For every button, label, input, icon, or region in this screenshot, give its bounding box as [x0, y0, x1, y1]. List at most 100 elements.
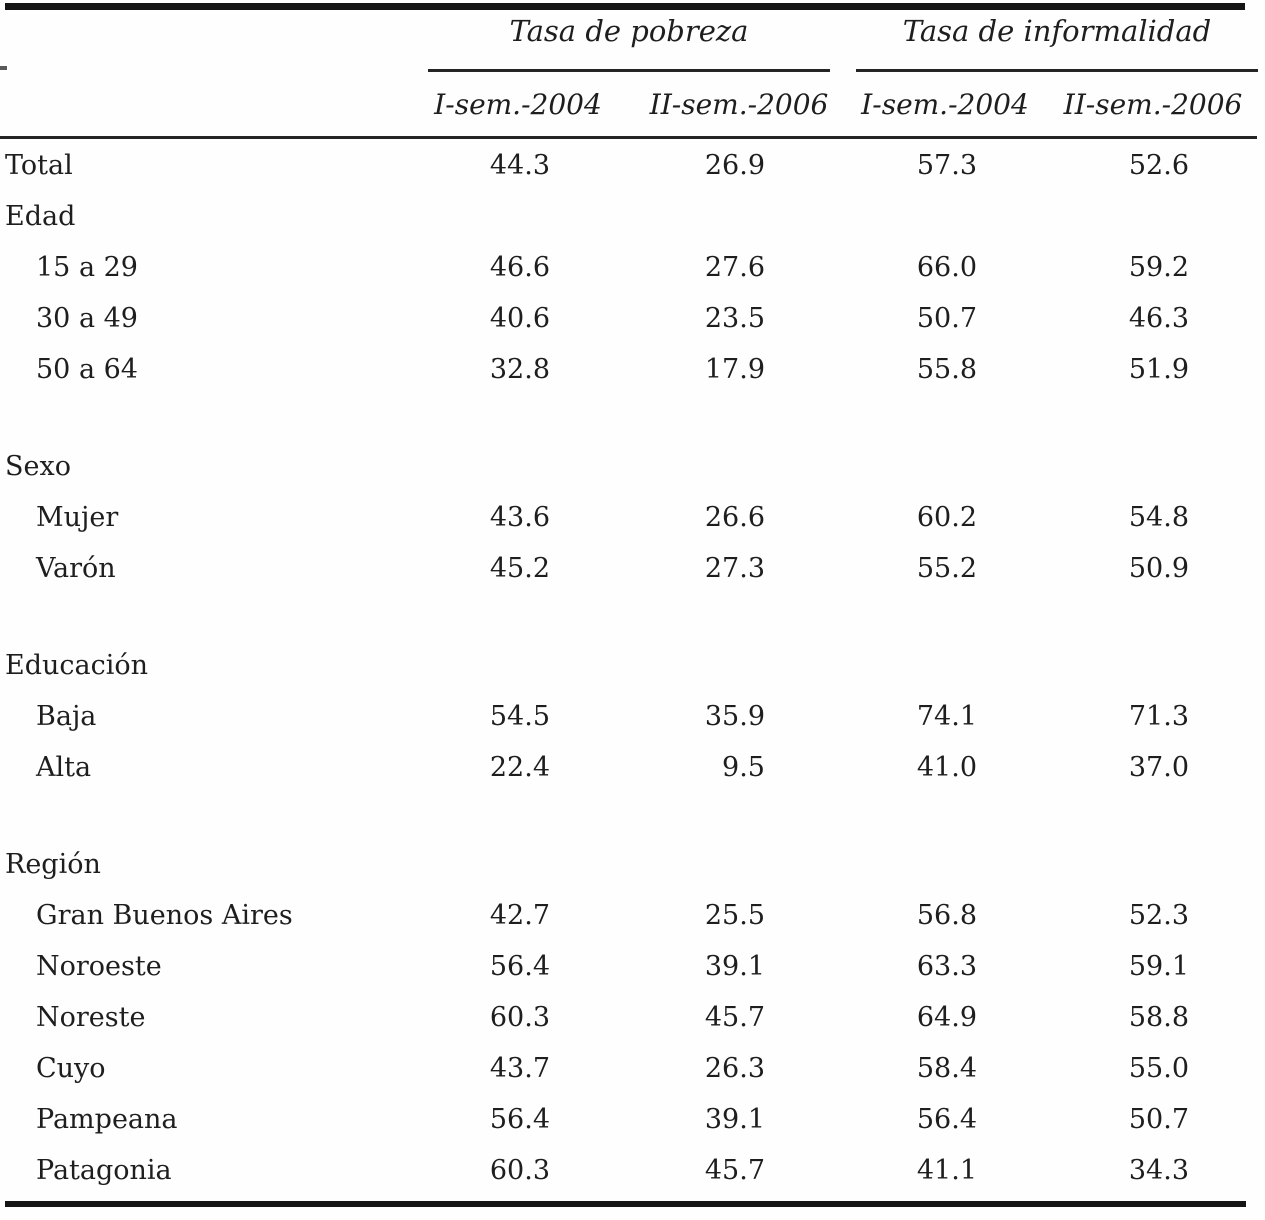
- section-label: Edad: [5, 201, 76, 232]
- row-label: Alta: [36, 752, 92, 783]
- table-row-baja: Baja 54.5 35.9 74.1 71.3: [0, 691, 1265, 742]
- column-header-informalidad-2004: I-sem.-2004: [861, 88, 1029, 121]
- column-header-pobreza-2006: II-sem.-2006: [649, 88, 829, 121]
- bottom-rule: [5, 1201, 1246, 1207]
- section-label: Sexo: [5, 451, 71, 482]
- row-label: Cuyo: [36, 1053, 106, 1084]
- top-rule: [5, 3, 1245, 10]
- row-label: Baja: [36, 701, 97, 732]
- table-row-15-29: 15 a 29 46.6 27.6 66.0 59.2: [0, 242, 1265, 293]
- cell-value: 50.7: [1128, 1104, 1189, 1135]
- table-row-30-49: 30 a 49 40.6 23.5 50.7 46.3: [0, 293, 1265, 344]
- row-label: Varón: [36, 553, 116, 584]
- cell-value: 39.1: [704, 1104, 765, 1135]
- cell-value: 56.4: [916, 1104, 977, 1135]
- cell-value: 52.6: [1128, 150, 1189, 181]
- row-label: 30 a 49: [36, 303, 138, 334]
- row-label: Mujer: [36, 502, 119, 533]
- section-row-sexo: Sexo: [0, 441, 1265, 492]
- spacer-row: [0, 793, 1265, 839]
- cell-value: 35.9: [704, 701, 765, 732]
- table-row-varon: Varón 45.2 27.3 55.2 50.9: [0, 543, 1265, 594]
- table-row-50-64: 50 a 64 32.8 17.9 55.8 51.9: [0, 344, 1265, 395]
- cell-value: 43.7: [489, 1053, 550, 1084]
- row-label: Noreste: [36, 1002, 146, 1033]
- cell-value: 55.2: [916, 553, 977, 584]
- cell-value: 44.3: [489, 150, 550, 181]
- cell-value: 26.3: [704, 1053, 765, 1084]
- cell-value: 41.1: [916, 1155, 977, 1186]
- table-header: Tasa de pobreza Tasa de informalidad I-s…: [0, 0, 1265, 140]
- cell-value: 74.1: [916, 701, 977, 732]
- section-row-educacion: Educación: [0, 640, 1265, 691]
- cell-value: 58.8: [1128, 1002, 1189, 1033]
- cell-value: 22.4: [489, 752, 550, 783]
- table-row-cuyo: Cuyo 43.7 26.3 58.4 55.0: [0, 1043, 1265, 1094]
- cell-value: 42.7: [489, 900, 550, 931]
- row-label: Gran Buenos Aires: [36, 900, 293, 931]
- column-group-title-pobreza: Tasa de pobreza: [509, 14, 749, 48]
- row-label: Noroeste: [36, 951, 162, 982]
- cell-value: 56.4: [489, 951, 550, 982]
- cell-value: 60.2: [916, 502, 977, 533]
- cell-value: 45.7: [704, 1155, 765, 1186]
- cell-value: 64.9: [916, 1002, 977, 1033]
- cell-value: 60.3: [489, 1155, 550, 1186]
- table-row-pampeana: Pampeana 56.4 39.1 56.4 50.7: [0, 1094, 1265, 1145]
- table-body: Total 44.3 26.9 57.3 52.6 Edad 15 a 29 4…: [0, 140, 1265, 1196]
- cell-value: 37.0: [1128, 752, 1189, 783]
- section-label: Educación: [5, 650, 149, 681]
- cell-value: 59.2: [1128, 252, 1189, 283]
- row-label: Total: [5, 150, 73, 181]
- header-rule: [0, 136, 1257, 139]
- cell-value: 40.6: [489, 303, 550, 334]
- column-group-rule-pobreza: [428, 69, 830, 72]
- cell-value: 32.8: [489, 354, 550, 385]
- cell-value: 34.3: [1128, 1155, 1189, 1186]
- cell-value: 41.0: [916, 752, 977, 783]
- cell-value: 51.9: [1128, 354, 1189, 385]
- section-row-edad: Edad: [0, 191, 1265, 242]
- cell-value: 46.6: [489, 252, 550, 283]
- cell-value: 54.8: [1128, 502, 1189, 533]
- cell-value: 56.8: [916, 900, 977, 931]
- spacer-row: [0, 395, 1265, 441]
- cell-value: 25.5: [704, 900, 765, 931]
- cell-value: 27.3: [704, 553, 765, 584]
- cell-value: 57.3: [916, 150, 977, 181]
- row-label: 15 a 29: [36, 252, 138, 283]
- cell-value: 45.2: [489, 553, 550, 584]
- left-edge-tick: [0, 66, 7, 70]
- cell-value: 59.1: [1128, 951, 1189, 982]
- table-row-noroeste: Noroeste 56.4 39.1 63.3 59.1: [0, 941, 1265, 992]
- column-group-rule-informalidad: [856, 69, 1258, 72]
- section-row-region: Región: [0, 839, 1265, 890]
- cell-value: 63.3: [916, 951, 977, 982]
- cell-value: 54.5: [489, 701, 550, 732]
- cell-value: 39.1: [704, 951, 765, 982]
- table-row-gran-buenos-aires: Gran Buenos Aires 42.7 25.5 56.8 52.3: [0, 890, 1265, 941]
- cell-value: 55.0: [1128, 1053, 1189, 1084]
- cell-value: 23.5: [704, 303, 765, 334]
- spacer-row: [0, 594, 1265, 640]
- cell-value: 46.3: [1128, 303, 1189, 334]
- table-row-total: Total 44.3 26.9 57.3 52.6: [0, 140, 1265, 191]
- table-row-mujer: Mujer 43.6 26.6 60.2 54.8: [0, 492, 1265, 543]
- cell-value: 55.8: [916, 354, 977, 385]
- cell-value: 52.3: [1128, 900, 1189, 931]
- cell-value: 60.3: [489, 1002, 550, 1033]
- cell-value: 45.7: [704, 1002, 765, 1033]
- cell-value: 43.6: [489, 502, 550, 533]
- row-label: Pampeana: [36, 1104, 178, 1135]
- cell-value: 17.9: [704, 354, 765, 385]
- cell-value: 26.6: [704, 502, 765, 533]
- table-row-alta: Alta 22.4 9.5 41.0 37.0: [0, 742, 1265, 793]
- cell-value: 56.4: [489, 1104, 550, 1135]
- column-header-informalidad-2006: II-sem.-2006: [1063, 88, 1243, 121]
- cell-value: 9.5: [722, 752, 765, 783]
- cell-value: 66.0: [916, 252, 977, 283]
- column-group-title-informalidad: Tasa de informalidad: [902, 14, 1212, 48]
- column-header-pobreza-2004: I-sem.-2004: [434, 88, 602, 121]
- cell-value: 27.6: [704, 252, 765, 283]
